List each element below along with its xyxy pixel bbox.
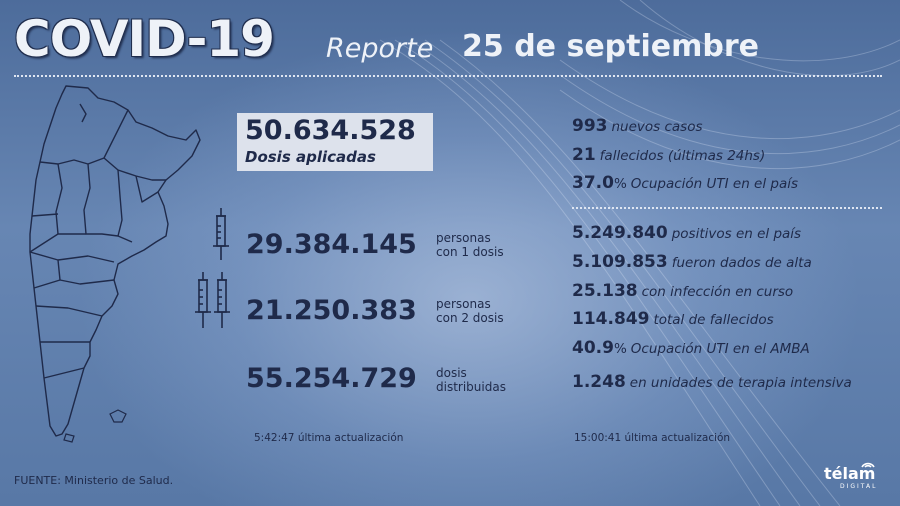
applied-doses-box: 50.634.528 Dosis aplicadas	[237, 113, 433, 171]
stat-row: 21 fallecidos (últimas 24hs)	[572, 145, 766, 165]
stat-row: 993 nuevos casos	[572, 116, 703, 136]
distributed-label: dosis distribuidas	[436, 366, 506, 394]
report-date: 25 de septiembre	[462, 29, 759, 64]
two-dose-label: personas con 2 dosis	[436, 297, 504, 325]
applied-doses-number: 50.634.528	[245, 115, 416, 146]
one-dose-label: personas con 1 dosis	[436, 231, 504, 259]
header-divider	[14, 75, 882, 77]
one-dose-number: 29.384.145	[246, 229, 417, 260]
argentina-map-icon	[29, 85, 201, 443]
syringe-icon	[213, 208, 229, 260]
distributed-number: 55.254.729	[246, 363, 417, 394]
vaccination-update: 5:42:47 última actualización	[254, 432, 404, 444]
two-dose-number: 21.250.383	[246, 295, 417, 326]
telam-logo-sub: DIGITAL	[840, 483, 878, 490]
stat-row: 114.849 total de fallecidos	[572, 309, 774, 329]
stat-row: 5.249.840 positivos en el país	[572, 223, 802, 243]
syringe-icon	[195, 272, 211, 328]
stat-row: 1.248 en unidades de terapia intensiva	[572, 372, 852, 392]
syringe-icon	[214, 272, 230, 328]
cases-update: 15:00:41 última actualización	[574, 432, 731, 444]
report-label: Reporte	[326, 33, 434, 64]
stat-row: 40.9% Ocupación UTI en el AMBA	[572, 338, 810, 358]
stat-row: 5.109.853 fueron dados de alta	[572, 252, 812, 272]
stat-row: 25.138 con infección en curso	[572, 281, 794, 301]
source-note: FUENTE: Ministerio de Salud.	[14, 474, 174, 487]
telam-logo: télam	[824, 464, 876, 483]
signal-icon	[861, 462, 875, 468]
applied-doses-label: Dosis aplicadas	[245, 148, 376, 166]
stat-row: 37.0% Ocupación UTI en el país	[572, 173, 799, 193]
page-title: COVID-19	[14, 10, 275, 68]
cases-divider	[572, 207, 882, 209]
